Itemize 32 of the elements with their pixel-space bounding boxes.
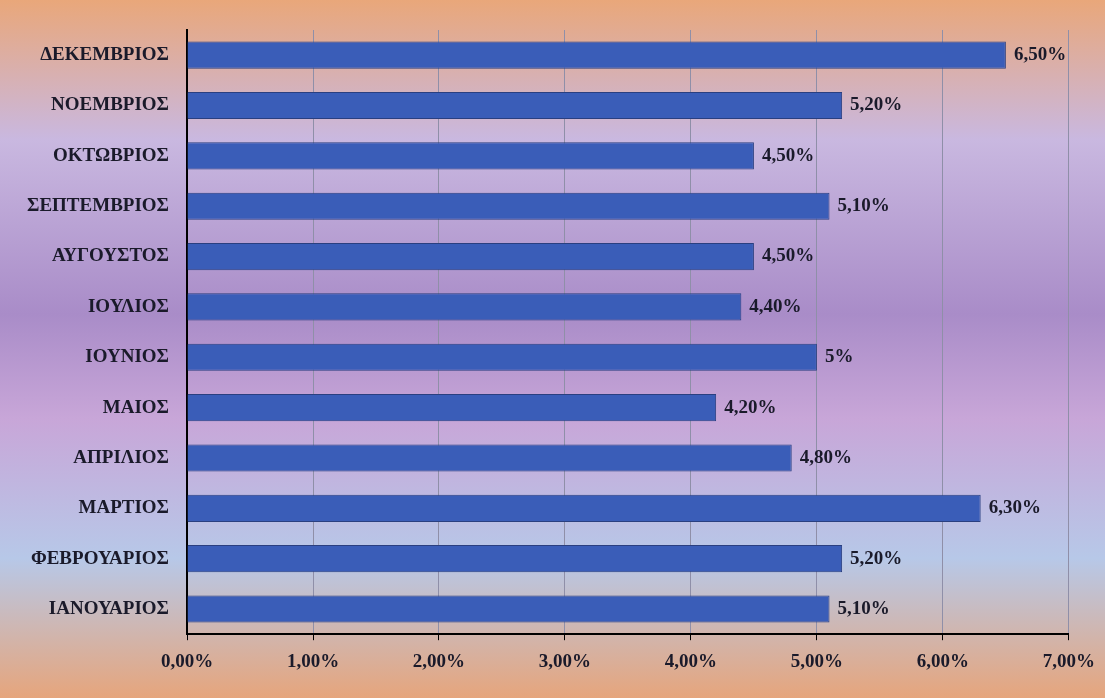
x-tick-label: 4,00% (664, 649, 718, 671)
data-label: 5,10% (837, 596, 890, 618)
data-label: 5,20% (850, 93, 903, 115)
y-tick-label: ΑΥΓΟΥΣΤΟΣ (51, 244, 170, 266)
x-tick-label: 5,00% (790, 649, 844, 671)
data-label: 6,30% (988, 496, 1041, 518)
y-tick-label: ΑΠΡΙΛΙΟΣ (73, 445, 170, 467)
y-tick-label: ΟΚΤΩΒΡΙΟΣ (53, 143, 170, 165)
y-tick-label: ΔΕΚΕΜΒΡΙΟΣ (40, 43, 170, 65)
x-tick-label: 3,00% (538, 649, 592, 671)
data-label: 5% (824, 345, 854, 367)
y-tick-label: ΙΟΥΝΙΟΣ (85, 345, 170, 367)
y-tick-label: ΝΟΕΜΒΡΙΟΣ (51, 93, 170, 115)
y-tick-label: ΙΟΥΛΙΟΣ (87, 294, 170, 316)
data-label: 5,10% (837, 194, 890, 216)
y-tick-label: ΦΕΒΡΟΥΑΡΙΟΣ (30, 546, 170, 568)
y-tick-label: ΙΑΝΟΥΑΡΙΟΣ (48, 596, 170, 618)
x-tick-label: 0,00% (160, 649, 214, 671)
y-tick-label: ΣΕΠΤΕΜΒΡΙΟΣ (27, 194, 170, 216)
x-tick-label: 6,00% (916, 649, 970, 671)
data-label: 6,50% (1013, 43, 1067, 65)
y-tick-label: ΜΑΙΟΣ (102, 395, 170, 417)
data-label: 4,40% (749, 294, 802, 316)
data-label: 4,50% (761, 244, 815, 266)
y-tick-label: ΜΑΡΤΙΟΣ (78, 496, 170, 518)
data-label: 4,80% (799, 445, 852, 467)
x-tick-label: 1,00% (286, 649, 340, 671)
x-tick-label: 7,00% (1042, 649, 1095, 671)
data-label: 4,50% (761, 143, 815, 165)
data-label: 4,20% (724, 395, 777, 417)
x-tick-label: 2,00% (412, 649, 466, 671)
data-label: 5,20% (850, 546, 903, 568)
